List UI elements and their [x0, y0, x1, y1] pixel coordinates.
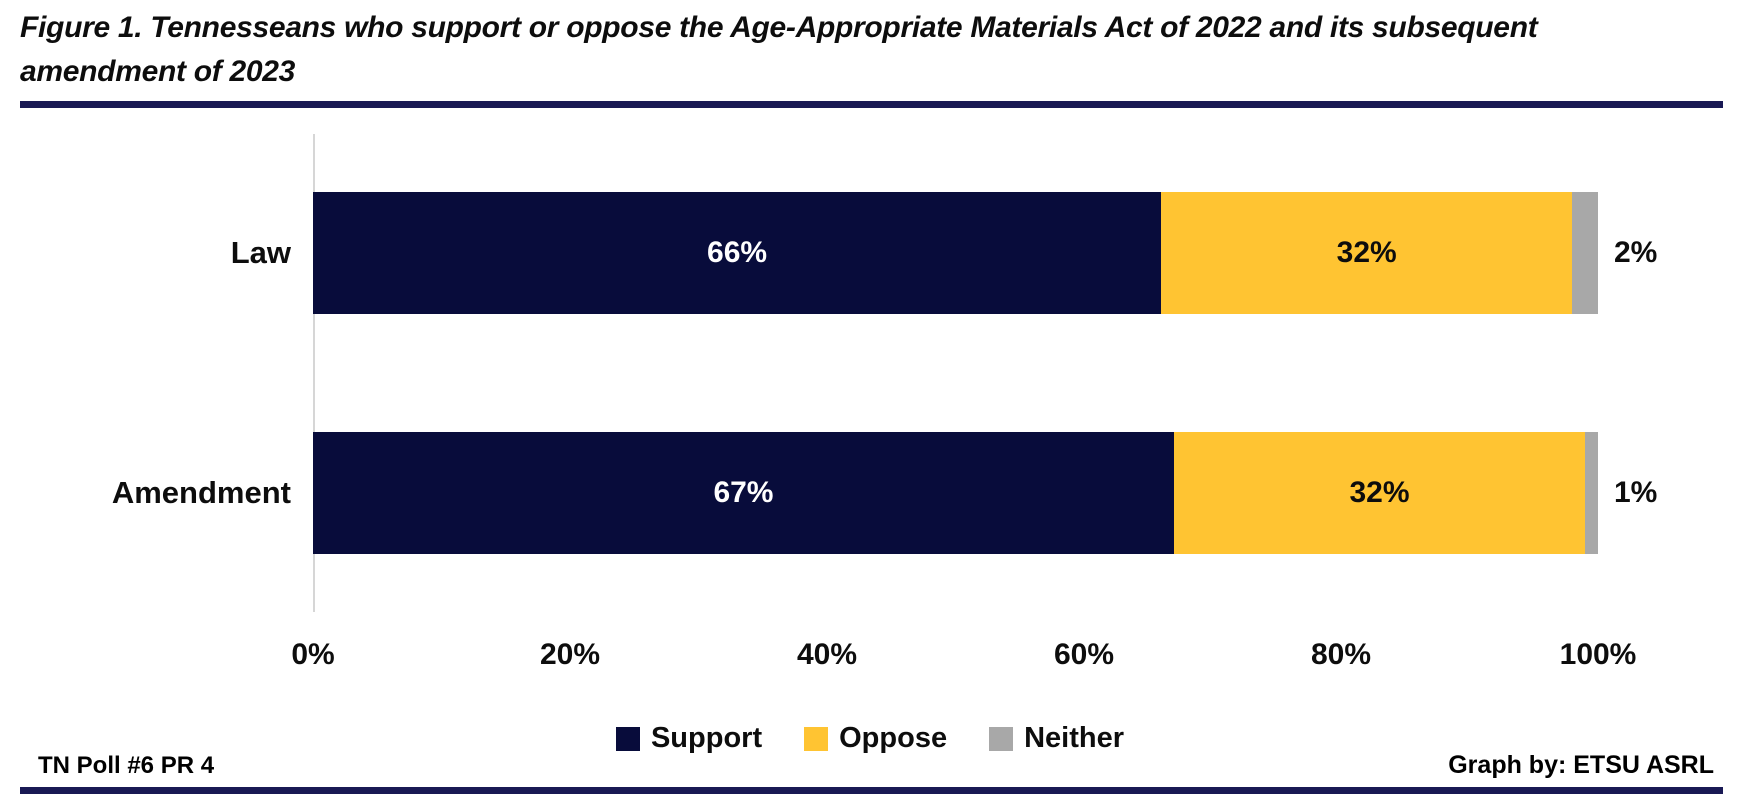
data-label-support-amendment: 67%: [713, 476, 774, 509]
footer-poll-id: TN Poll #6 PR 4: [38, 752, 215, 779]
footer-credit: Graph by: ETSU ASRL: [1448, 751, 1714, 779]
top-divider-rule: [20, 101, 1723, 108]
data-label-oppose-amendment: 32%: [1349, 476, 1410, 509]
plot-area: Law 66% 32% 2% Amendment 67% 32% 1%: [112, 134, 1657, 612]
category-label-law: Law: [230, 235, 291, 270]
legend-item-oppose: Oppose: [804, 722, 947, 755]
bar-segment-neither-law: [1572, 192, 1598, 314]
bar-row-law: Law 66% 32% 2%: [231, 192, 1657, 314]
chart-title-line1: Figure 1. Tennesseans who support or opp…: [20, 11, 1538, 44]
legend-item-support: Support: [615, 722, 763, 755]
bar-row-amendment: Amendment 67% 32% 1%: [112, 432, 1657, 554]
x-tick-0pct: 0%: [291, 638, 335, 671]
data-label-oppose-law: 32%: [1336, 236, 1397, 269]
x-tick-60pct: 60%: [1053, 638, 1115, 671]
x-tick-20pct: 20%: [539, 638, 601, 671]
x-tick-80pct: 80%: [1310, 638, 1372, 671]
bottom-divider-rule: [20, 787, 1723, 794]
x-tick-40pct: 40%: [796, 638, 858, 671]
bar-segment-support-amendment: 67%: [313, 432, 1174, 554]
chart-legend: Support Oppose Neither: [0, 722, 1740, 755]
legend-label-support: Support: [650, 722, 763, 754]
data-label-neither-amendment: 1%: [1614, 476, 1658, 509]
legend-label-neither: Neither: [1024, 722, 1125, 754]
legend-item-neither: Neither: [989, 722, 1124, 755]
bar-segment-neither-amendment: [1585, 432, 1598, 554]
category-label-amendment: Amendment: [111, 475, 291, 510]
data-label-support-law: 66%: [707, 236, 768, 269]
chart-title-line2: amendment of 2023: [20, 55, 295, 88]
bar-segment-support-law: 66%: [313, 192, 1162, 314]
chart-title: Figure 1. Tennesseans who support or opp…: [20, 6, 1620, 94]
x-tick-100pct: 100%: [1559, 638, 1637, 671]
y-axis-line: [313, 134, 315, 612]
bar-segment-oppose-law: 32%: [1161, 192, 1573, 314]
bar-segment-oppose-amendment: 32%: [1173, 432, 1586, 554]
x-axis-tick-labels: 0% 20% 40% 60% 80% 100%: [291, 638, 1636, 678]
legend-swatch-icon-oppose: [804, 726, 829, 751]
legend-label-oppose: Oppose: [839, 722, 948, 754]
legend-swatch-icon-support: [615, 726, 640, 751]
legend-swatch-icon-neither: [989, 726, 1014, 751]
data-label-neither-law: 2%: [1614, 236, 1658, 269]
